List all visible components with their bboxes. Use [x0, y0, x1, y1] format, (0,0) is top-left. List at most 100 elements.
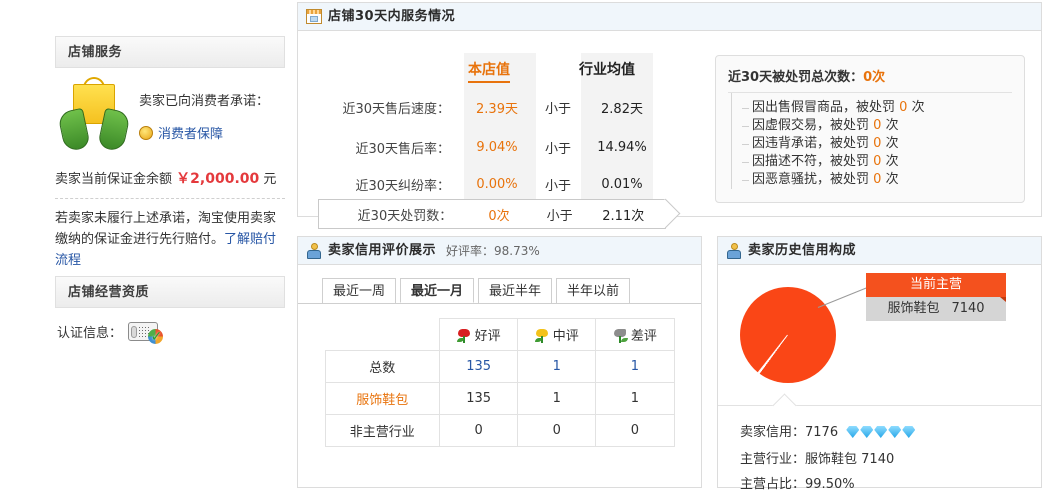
- cell-total-good[interactable]: 135: [439, 350, 519, 383]
- credit-composition-pie-chart: 当前主营 服饰鞋包 7140: [718, 265, 1041, 418]
- penalty-reason: 因出售假冒商品，被处罚: [752, 100, 896, 115]
- certification-badge-icon[interactable]: ✓: [128, 322, 164, 345]
- metrics-column-headers: 本店值 行业均值: [298, 59, 698, 83]
- fact-main-industry-label: 主营行业：: [740, 452, 806, 467]
- metric-industry-value: 2.82天: [601, 101, 643, 117]
- qualification-heading: 店铺经营资质: [55, 276, 285, 308]
- service-30-days-panel: 店铺30天内服务情况 本店值 行业均值 近30天售后速度： 2.39天 小于 2…: [297, 2, 1042, 229]
- fact-main-industry-value: 服饰鞋包 7140: [805, 452, 895, 467]
- promise-row: 卖家已向消费者承诺： 消费者保障: [55, 68, 285, 160]
- column-header-industry-average: 行业均值: [579, 62, 635, 78]
- tab-before-half-year[interactable]: 半年以前: [556, 278, 631, 303]
- credit-history-header: 卖家历史信用构成: [718, 237, 1041, 265]
- service-30-days-title: 店铺30天内服务情况: [328, 8, 456, 24]
- penalty-unit: 次: [885, 136, 899, 151]
- shop-service-heading: 店铺服务: [55, 36, 285, 68]
- metric-industry-value: 2.11次: [602, 208, 645, 224]
- credit-history-panel: 卖家历史信用构成 当前主营 服饰鞋包 7140 卖家信用：7176 主营行业：服饰…: [717, 236, 1042, 492]
- deposit-note-text: 若卖家未履行上述承诺，淘宝使用卖家缴纳的保证金进行先行赔付。: [55, 211, 277, 247]
- certification-label: 认证信息：: [57, 326, 123, 341]
- callout-category: 服饰鞋包: [887, 301, 940, 316]
- penalty-list-item: 因虚假交易，被处罚 0 次: [742, 117, 1012, 135]
- penalty-reason: 因违背承诺，被处罚: [752, 136, 870, 151]
- fact-main-industry: 主营行业：服饰鞋包 7140: [740, 447, 1041, 472]
- cell-total-neutral[interactable]: 1: [517, 350, 597, 383]
- diamond-icon: [860, 426, 874, 438]
- promise-label: 卖家已向消费者承诺：: [139, 94, 270, 109]
- tab-last-week[interactable]: 最近一周: [322, 278, 397, 303]
- certification-row: 认证信息： ✓: [55, 308, 285, 345]
- metric-label: 近30天售后速度：: [342, 101, 450, 117]
- credit-rating-panel: 卖家信用评价展示 好评率：98.73% 最近一周 最近一月 最近半年 半年以前 …: [297, 236, 702, 488]
- fact-main-share-value: 99.50%: [805, 477, 855, 492]
- industry-value-column-background: [581, 53, 653, 203]
- person-icon: [726, 242, 742, 259]
- deposit-amount: ￥2,000.00: [176, 171, 260, 187]
- shop-icon: [306, 9, 322, 24]
- consumer-protection-link[interactable]: 消费者保障: [139, 123, 269, 142]
- payout-process-link[interactable]: 了解赔付流程: [55, 232, 277, 268]
- fact-seller-credit: 卖家信用：7176: [740, 420, 1041, 447]
- penalty-reason: 因虚假交易，被处罚: [752, 118, 870, 133]
- penalty-reason: 因恶意骚扰，被处罚: [752, 172, 870, 187]
- table-row: 服饰鞋包 135 1 1: [324, 382, 675, 415]
- column-header-bad-label: 差评: [630, 329, 657, 344]
- diamond-icon: [874, 426, 888, 438]
- metric-own-value: 9.04%: [476, 139, 518, 155]
- row-label-other-category: 非主营行业: [324, 414, 441, 447]
- sidebar-shop-service: 店铺服务 卖家已向消费者承诺： 消费者保障 卖家当前保证金余额 ￥2,000.0…: [55, 36, 285, 271]
- person-icon: [306, 242, 322, 259]
- penalty-total-label: 近30天被处罚总次数：: [728, 70, 864, 85]
- cell-other-neutral: 0: [517, 414, 597, 447]
- cell-main-neutral: 1: [517, 382, 597, 415]
- metric-row: 近30天售后率： 9.04% 小于 14.94%: [298, 129, 670, 165]
- penalty-unit: 次: [911, 100, 925, 115]
- penalty-count: 0: [873, 136, 882, 151]
- pie-slice-main-category: [740, 287, 836, 383]
- sidebar-qualification: 店铺经营资质 认证信息： ✓: [55, 276, 285, 345]
- cell-total-bad[interactable]: 1: [595, 350, 675, 383]
- wilted-flower-icon: [613, 329, 628, 343]
- callout-value: 7140: [951, 301, 985, 316]
- metric-industry-value: 0.01%: [601, 176, 643, 192]
- tab-last-half-year[interactable]: 最近半年: [478, 278, 553, 303]
- penalty-unit: 次: [885, 154, 899, 169]
- service-30-days-header: 店铺30天内服务情况: [298, 3, 1041, 31]
- credit-rating-header: 卖家信用评价展示 好评率：98.73%: [298, 237, 701, 265]
- table-corner-cell: [325, 318, 441, 351]
- metric-own-value: 2.39天: [476, 101, 518, 117]
- credit-history-title: 卖家历史信用构成: [748, 242, 857, 258]
- column-header-own-value: 本店值: [468, 59, 510, 83]
- bag-in-hands-icon: [55, 76, 133, 156]
- metric-comparator: 小于: [544, 101, 571, 117]
- metric-row-highlighted[interactable]: 近30天处罚数： 0次 小于 2.11次: [318, 199, 666, 229]
- penalty-reason: 因描述不符，被处罚: [752, 154, 870, 169]
- tab-last-month[interactable]: 最近一月: [400, 278, 475, 303]
- deposit-note: 若卖家未履行上述承诺，淘宝使用卖家缴纳的保证金进行先行赔付。了解赔付流程: [55, 199, 285, 271]
- fact-seller-credit-label: 卖家信用：: [740, 425, 806, 440]
- yellow-flower-icon: [534, 329, 549, 343]
- diamond-icon: [902, 426, 916, 438]
- consumer-protection-badge-icon: [139, 125, 153, 140]
- rating-period-tabs: 最近一周 最近一月 最近半年 半年以前: [298, 265, 701, 304]
- callout-body: 服饰鞋包 7140: [866, 297, 1006, 321]
- table-row: 非主营行业 0 0 0: [324, 414, 675, 447]
- cell-other-bad: 0: [595, 414, 675, 447]
- penalty-total-title: 近30天被处罚总次数：0次: [728, 66, 1012, 93]
- cell-main-good: 135: [439, 382, 519, 415]
- metric-label: 近30天售后率：: [355, 141, 450, 157]
- penalty-count: 0: [873, 172, 882, 187]
- fact-seller-credit-value: 7176: [805, 425, 839, 440]
- column-header-good-label: 好评: [474, 329, 501, 344]
- penalty-count: 0: [873, 118, 882, 133]
- positive-rate-subtitle: 好评率：98.73%: [446, 243, 540, 258]
- penalty-total-count: 0次: [863, 70, 886, 85]
- table-header-row: 好评 中评 差评: [325, 318, 675, 351]
- table-row: 总数 135 1 1: [324, 350, 675, 383]
- deposit-unit: 元: [263, 172, 277, 187]
- deposit-label: 卖家当前保证金余额: [55, 172, 173, 187]
- consumer-protection-label: 消费者保障: [158, 127, 224, 142]
- own-value-column-background: [464, 53, 536, 203]
- credit-rating-title: 卖家信用评价展示: [328, 242, 437, 258]
- fact-main-share: 主营占比：99.50%: [740, 472, 1041, 497]
